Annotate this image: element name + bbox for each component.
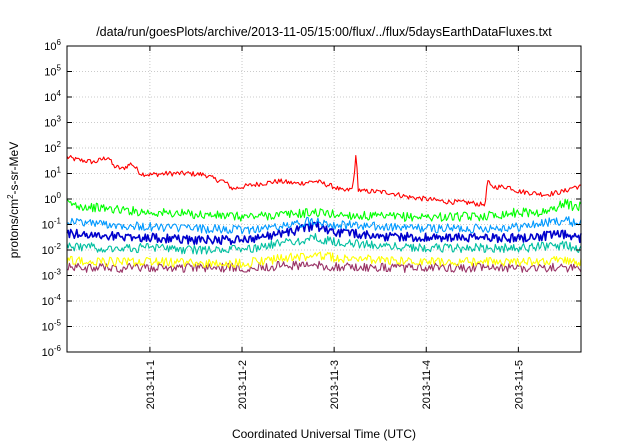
y-tick-base: 10 (44, 143, 56, 155)
series-line (66, 216, 582, 235)
y-tick-label: 106 (44, 38, 61, 53)
x-tick-label: 2013-11-2 (237, 360, 249, 409)
series-layer (66, 155, 582, 273)
y-tick-base: 10 (42, 347, 54, 359)
x-tick-label: 2013-11-1 (145, 360, 157, 409)
grid (67, 46, 581, 352)
y-axis-label: protons/cm2-s-sr-MeV (6, 142, 21, 258)
series-line (66, 198, 582, 222)
y-tick-exponent: -5 (54, 319, 62, 328)
y-tick-base: 10 (44, 92, 56, 104)
y-tick-base: 10 (42, 220, 54, 232)
y-tick-exponent: -4 (54, 293, 62, 302)
y-tick-label: 101 (44, 166, 61, 181)
series-line (66, 260, 582, 273)
y-tick-label: 105 (44, 64, 61, 79)
y-tick-exponent: 2 (57, 140, 62, 149)
y-tick-exponent: 3 (57, 115, 62, 124)
plot-frame (66, 45, 582, 353)
series-line (66, 232, 582, 255)
series-line (66, 155, 582, 207)
y-tick-exponent: 0 (57, 191, 62, 200)
y-tick-exponent: 4 (57, 89, 62, 98)
y-tick-base: 10 (42, 296, 54, 308)
y-tick-label: 10-5 (42, 319, 62, 334)
y-tick-base: 10 (44, 118, 56, 130)
y-tick-base: 10 (42, 271, 54, 283)
y-tick-label: 10-2 (42, 242, 62, 257)
series-line (66, 221, 582, 246)
y-axis-label-sup: 2 (6, 194, 15, 199)
y-tick-label: 10-4 (42, 293, 62, 308)
y-tick-exponent: -6 (54, 344, 62, 353)
y-tick-label: 103 (44, 115, 61, 130)
x-axis-label: Coordinated Universal Time (UTC) (232, 427, 416, 441)
chart-title: /data/run/goesPlots/archive/2013-11-05/1… (96, 25, 552, 39)
x-ticks: 2013-11-1 2013-11-2 2013-11-3 2013-11-4 2013… (145, 46, 525, 409)
y-tick-exponent: 6 (57, 38, 62, 47)
y-tick-label: 104 (44, 89, 61, 104)
y-axis-label-post: -s-sr-MeV (7, 142, 21, 195)
y-tick-exponent: -1 (54, 217, 62, 226)
y-tick-exponent: 5 (57, 64, 62, 73)
x-tick-label: 2013-11-5 (513, 360, 525, 409)
y-tick-label: 100 (44, 191, 61, 206)
y-tick-base: 10 (44, 67, 56, 79)
x-tick-label: 2013-11-4 (421, 360, 433, 409)
y-tick-base: 10 (44, 169, 56, 181)
series-line (66, 251, 582, 269)
y-tick-exponent: -3 (54, 268, 62, 277)
y-tick-base: 10 (42, 245, 54, 257)
y-tick-label: 10-3 (42, 268, 62, 283)
y-tick-exponent: -2 (54, 242, 62, 251)
y-tick-label: 10-1 (42, 217, 62, 232)
y-ticks: 10-610-510-410-310-210-11001011021031041… (42, 38, 581, 359)
y-tick-base: 10 (44, 41, 56, 53)
y-tick-base: 10 (42, 322, 54, 334)
y-tick-base: 10 (44, 194, 56, 206)
y-tick-label: 10-6 (42, 344, 62, 359)
y-tick-label: 102 (44, 140, 61, 155)
y-axis-label-pre: protons/cm (7, 199, 21, 258)
x-tick-label: 2013-11-3 (329, 360, 341, 409)
y-tick-exponent: 1 (57, 166, 62, 175)
